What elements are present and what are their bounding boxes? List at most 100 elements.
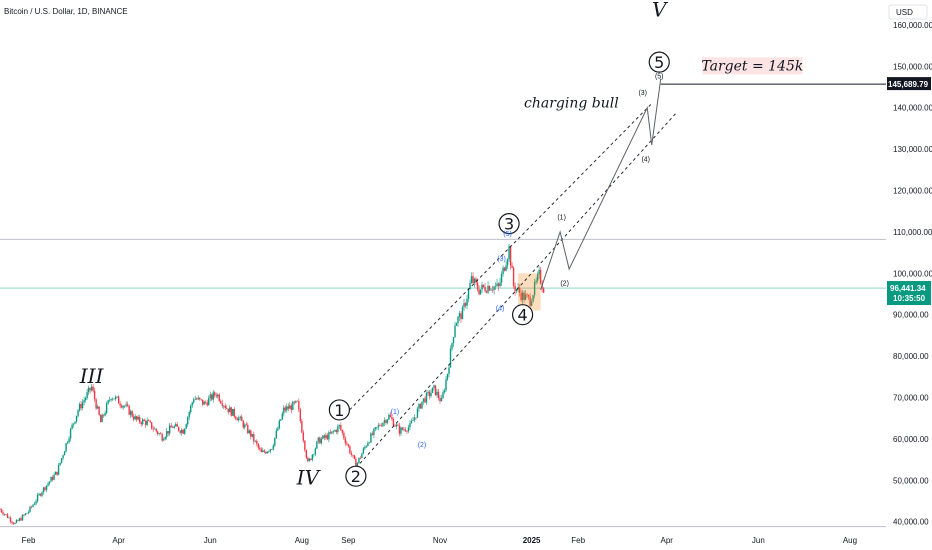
candle-body: [134, 416, 136, 420]
candle-body: [89, 387, 91, 391]
candle-body: [479, 289, 482, 295]
candle-body: [511, 265, 513, 268]
candle-body: [137, 416, 139, 420]
candle-body: [532, 295, 534, 302]
wave-circle: [648, 51, 670, 73]
candle-body: [218, 394, 220, 402]
candle-body: [208, 398, 210, 406]
candle-body: [60, 458, 63, 463]
y-tick-label: 90,000.00: [893, 311, 929, 320]
candle-body: [45, 485, 48, 490]
candle-body: [535, 280, 537, 282]
candle-body: [271, 449, 273, 450]
candle-body: [418, 403, 420, 409]
wave-label: (4): [496, 306, 505, 313]
candle-body: [126, 404, 129, 406]
target-label: Target = 145k: [701, 58, 803, 74]
candle-body: [493, 286, 495, 291]
candle-body: [310, 458, 312, 460]
candle-body: [458, 313, 461, 317]
candle-body: [59, 462, 61, 466]
candle-body: [266, 451, 269, 454]
candle-body: [319, 437, 321, 444]
candle-body: [95, 399, 97, 409]
candle-body: [173, 426, 175, 428]
candle-body: [217, 394, 219, 397]
candle-body: [253, 434, 255, 442]
candle-body: [364, 446, 366, 449]
wave-label: (3): [638, 90, 647, 97]
candle-body: [283, 407, 285, 414]
candle-body: [155, 428, 157, 432]
channel-lower-line: [355, 111, 678, 469]
candle-body: [251, 434, 253, 437]
wave4-zone: [518, 273, 541, 311]
candle-body: [87, 387, 90, 393]
candle-body: [265, 451, 267, 454]
y-tick-label: 50,000.00: [893, 476, 929, 485]
wave-label: 4: [517, 306, 527, 325]
candle-body: [269, 449, 272, 452]
candle-body: [290, 405, 293, 410]
horizontal-levels: [0, 83, 886, 528]
candle-body: [536, 274, 539, 281]
y-tick-label: 60,000.00: [893, 435, 929, 444]
candle-body: [262, 450, 264, 453]
candle-body: [437, 391, 440, 398]
candle-body: [123, 405, 126, 407]
candle-body: [343, 432, 345, 439]
candle-body: [515, 289, 518, 292]
candle-body: [6, 514, 9, 518]
candle-body: [230, 407, 232, 416]
candle-body: [188, 412, 190, 418]
candle-body: [484, 287, 486, 292]
candle-body: [452, 337, 455, 344]
candle-body: [409, 423, 411, 428]
candle-body: [78, 403, 81, 411]
x-tick-label: Aug: [843, 536, 857, 545]
candle-body: [122, 405, 124, 408]
candle-body: [178, 426, 180, 431]
candle-body: [171, 427, 174, 429]
candle-body: [86, 392, 88, 399]
candle-body: [503, 267, 506, 271]
candle-body: [392, 419, 395, 427]
candle-body: [518, 287, 521, 293]
candle-body: [181, 429, 183, 433]
candle-body: [388, 414, 390, 420]
currency-label[interactable]: USD: [896, 8, 913, 17]
wave-circle: [498, 212, 520, 235]
candle-body: [337, 426, 339, 433]
candle-body: [254, 440, 256, 442]
candle-body: [65, 443, 67, 452]
candle-body: [149, 420, 151, 423]
candle-body: [44, 487, 46, 490]
candle-body: [182, 429, 184, 434]
candle-body: [32, 504, 34, 507]
candle-body: [14, 522, 16, 524]
candle-body: [512, 267, 515, 286]
candle-body: [162, 439, 165, 441]
candle-body: [403, 429, 405, 431]
y-tick-label: 160,000.00: [893, 21, 932, 30]
candle-body: [48, 481, 51, 484]
candle-body: [56, 471, 58, 475]
candle-body: [488, 286, 491, 291]
candle-body: [433, 385, 435, 388]
candle-body: [215, 395, 217, 397]
candle-body: [211, 394, 213, 400]
candle-body: [293, 401, 296, 403]
candle-body: [159, 433, 162, 435]
candle-body: [260, 448, 262, 453]
candle-body: [463, 303, 465, 308]
candle-body: [284, 407, 287, 411]
candle-body: [66, 442, 69, 444]
candle-body: [436, 391, 438, 396]
candle-body: [323, 435, 326, 438]
candle-body: [170, 425, 172, 428]
candle-body: [440, 398, 443, 402]
price-axis[interactable]: USD 40,000.00 50,000.00 60,000.00 70,000.00…: [886, 0, 932, 550]
candle-body: [98, 406, 100, 416]
candle-body: [394, 426, 396, 427]
